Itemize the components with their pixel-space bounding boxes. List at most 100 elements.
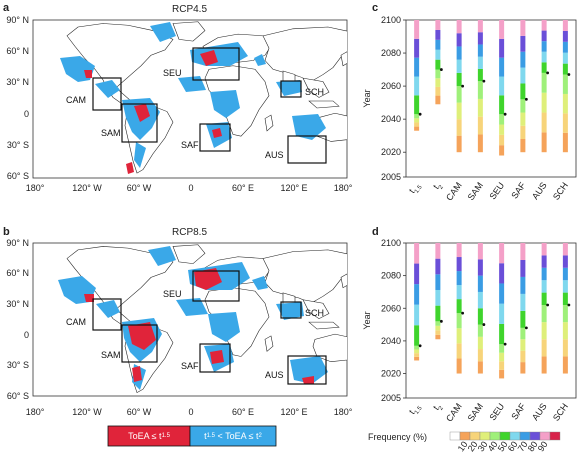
frequency-bar-segment [414,20,420,39]
legend-toea-le-t15: ToEA ≤ t 1.5 [108,427,190,445]
median-marker [503,112,507,116]
chart-frame [405,242,577,399]
category-label: SCH [551,180,570,201]
frequency-bar-segment [456,135,462,153]
median-marker [546,303,550,307]
frequency-bar-segment [456,343,462,359]
frequency-bar-segment [414,345,420,350]
frequency-tick-label: 30 [476,439,490,453]
map-a-region-boxes [92,47,327,164]
y-tick-label: 2040 [381,114,401,124]
frequency-bar-segment [562,93,568,114]
lat-tick: 30° N [6,299,29,309]
region-label-sam: SAM [101,350,121,360]
frequency-bar-segment [541,92,547,113]
frequency-bar-segment [520,20,526,36]
frequency-bar-segment [435,321,441,326]
frequency-bar-segment [499,352,505,362]
frequency-bar-segment [456,285,462,300]
lat-tick: 90° N [6,238,29,248]
frequency-bar-segment [499,344,505,353]
frequency-bar-segment [541,20,547,31]
frequency-bar-segment [541,255,547,268]
category-label: AUS [530,401,549,422]
category-label: SEU [487,180,506,201]
frequency-bar-segment [414,284,420,305]
frequency-bar-segment [520,138,526,153]
frequency-bar-segment [562,63,568,75]
median-marker [418,344,422,348]
frequency-bar-segment [520,339,526,351]
lon-tick: 60° E [232,183,254,193]
frequency-bar-segment [456,20,462,34]
frequency-bar-segment [456,299,462,314]
frequency-bar-segment [435,69,441,79]
frequency-bar-segment [499,57,505,77]
frequency-bar-segment [520,310,526,328]
panel-label-b: b [3,226,10,238]
frequency-swatch [479,431,491,441]
frequency-bar-segment [499,76,505,96]
frequency-bar-segment [499,369,505,379]
frequency-bar-segment [414,114,420,119]
map-b-region-boxes [92,270,327,385]
frequency-bar-segment [477,56,483,69]
frequency-bar-segment [456,46,462,60]
frequency-bar-segment [562,280,568,293]
frequency-bar-segment [499,134,505,146]
frequency-bar-segment [562,267,568,281]
median-marker [524,326,528,330]
frequency-bar-segment [541,112,547,133]
frequency-bar-segment [477,291,483,309]
frequency-bar-segment [456,313,462,329]
category-label: CAM [444,401,464,423]
frequency-bar-segment [520,293,526,311]
median-marker [482,79,486,83]
panel-label-c: c [372,2,379,14]
frequency-bar-segment [520,51,526,68]
y-tick-label: 2100 [381,15,401,25]
frequency-bar-segment [562,339,568,357]
lon-tick: 60° E [232,407,254,417]
frequency-bar-segment [435,59,441,70]
frequency-bar-segment [499,361,505,370]
map-a-title: RCP4.5 [172,4,208,15]
legend-between-t-sub: 1.5 [206,433,215,439]
frequency-bar-segment [520,350,526,363]
region-label-aus: AUS [265,150,284,160]
frequency-bar-segment [541,62,547,73]
map-b-lon-ticks: 180° 120° W 60° W 0 60° E 120° E 180° [26,407,353,417]
lon-tick: 0 [188,407,193,417]
frequency-swatch [509,431,521,441]
frequency-bar-segment [541,41,547,52]
frequency-bar-segment [414,349,420,354]
y-tick-label: 2080 [381,48,401,58]
panel-label-d: d [372,226,379,238]
frequency-bar-segment [477,259,483,276]
frequency-swatch [489,431,501,441]
frequency-bar-segment [541,132,547,153]
frequency-swatch [459,431,471,441]
region-label-cam: CAM [66,317,86,327]
frequency-bar-segment [435,95,441,105]
median-marker [546,71,550,75]
frequency-bar-segment [414,353,420,357]
y-tick-label: 2080 [381,271,401,281]
category-label: CAM [444,180,464,202]
legend-between-t: t [204,431,207,441]
median-marker [461,84,465,88]
frequency-bar-segment [435,20,441,30]
y-tick-label: 2040 [381,336,401,346]
frequency-bar-segment [562,113,568,133]
map-a-lat-ticks: 90° N 60° N 30° N 0 30° S 60° S [6,15,29,181]
median-marker [524,97,528,101]
frequency-bar-segment [562,132,568,153]
lat-tick: 0 [24,109,29,119]
frequency-bar-segment [520,125,526,139]
lat-tick: 30° N [6,77,29,87]
lon-tick: 180° [26,407,45,417]
region-label-sch: SCH [305,87,324,97]
category-label: t1.5 [407,180,424,197]
frequency-bar-segment [541,51,547,63]
